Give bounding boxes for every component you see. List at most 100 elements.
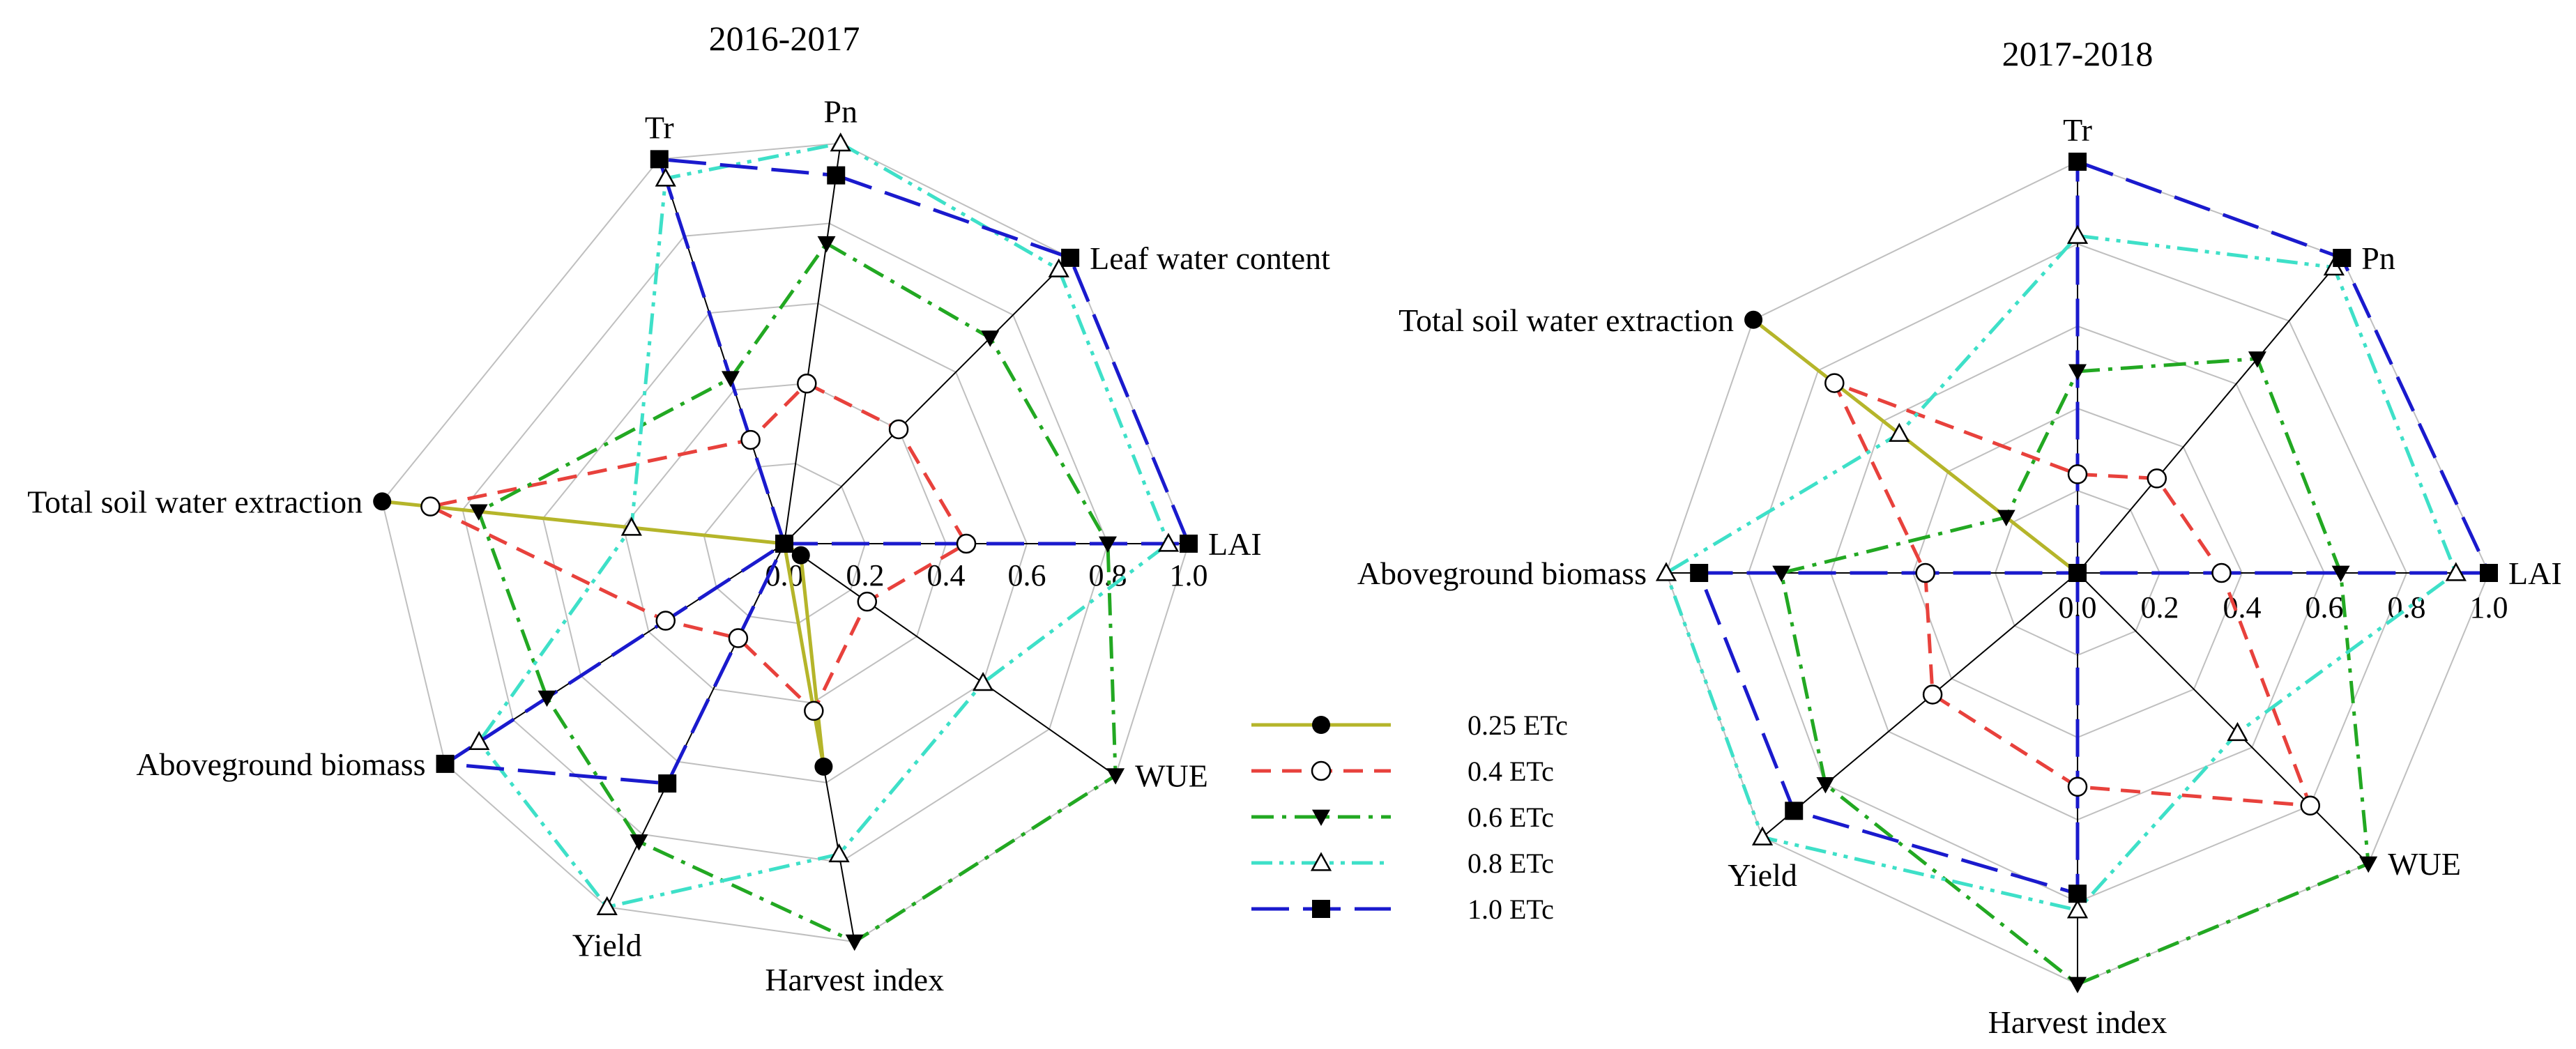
data-point-0-6-etc <box>2068 977 2087 993</box>
data-point-0-4-etc <box>740 429 761 450</box>
grid-ring <box>542 303 1028 783</box>
grid-ring <box>623 383 947 704</box>
series-line-0-8-etc <box>477 141 1171 909</box>
data-point-0-4-etc <box>1824 373 1845 393</box>
legend-label-0-6-etc: 0.6 ETc <box>1468 802 1554 833</box>
axis-spoke-wue <box>784 543 1116 776</box>
data-point-0-6-etc <box>1099 536 1117 553</box>
data-point-0-6-etc <box>2068 364 2087 381</box>
axis-label-pn: Pn <box>2361 240 2395 276</box>
series-line-0-25-etc <box>380 499 825 769</box>
data-point-0-8-etc <box>972 672 994 691</box>
axis-spoke-pn <box>2077 257 2343 574</box>
data-point-0-8-etc <box>620 516 642 536</box>
chart-title: 2017-2018 <box>2002 34 2154 73</box>
data-point-0-4-etc <box>2211 562 2232 583</box>
legend-label-1-0-etc: 1.0 ETc <box>1468 894 1554 925</box>
data-point-1-0-etc <box>2068 564 2087 582</box>
data-point-0-8-etc <box>2066 224 2089 244</box>
data-point-1-0-etc <box>1061 248 1080 267</box>
data-point-0-25-etc <box>814 757 833 776</box>
legend-label-0-25-etc: 0.25 ETc <box>1468 710 1568 741</box>
data-point-0-6-etc <box>538 690 556 707</box>
data-point-0-6-etc <box>1106 768 1125 785</box>
data-point-0-6-etc <box>630 834 648 851</box>
axis-label-harvest-index: Harvest index <box>1988 1004 2167 1040</box>
axis-label-yield: Yield <box>1728 857 1797 893</box>
data-point-0-8-etc <box>830 132 851 152</box>
axis-label-lai: LAI <box>1208 526 1262 562</box>
data-point-1-0-etc <box>2068 153 2087 171</box>
axis-label-pn: Pn <box>823 94 858 130</box>
data-point-0-6-etc <box>1816 776 1835 794</box>
axis-label-yield: Yield <box>572 927 642 963</box>
data-point-1-0-etc <box>775 535 793 553</box>
series-line-1-0-etc <box>443 157 1191 786</box>
data-point-0-8-etc <box>596 896 618 915</box>
radial-tick-label: 1.0 <box>1170 558 1208 592</box>
data-point-1-0-etc <box>827 166 846 185</box>
legend-label-0-8-etc: 0.8 ETc <box>1468 848 1554 879</box>
data-point-0-4-etc <box>956 533 977 554</box>
data-point-1-0-etc <box>436 754 455 773</box>
legend: 0.25 ETc 0.4 ETc 0.6 ETc 0.8 ETc 1.0 ETc <box>1251 710 1568 925</box>
data-point-0-4-etc <box>888 419 909 440</box>
grid-ring <box>703 463 867 625</box>
data-point-1-0-etc <box>1690 564 1709 582</box>
data-point-1-0-etc <box>658 774 677 793</box>
data-point-0-4-etc <box>1915 562 1935 583</box>
data-point-0-8-etc <box>1889 422 1910 442</box>
data-point-0-6-etc <box>721 371 740 388</box>
data-point-0-8-etc <box>1655 562 1677 581</box>
data-point-0-8-etc <box>655 167 676 187</box>
grid-ring <box>381 142 1190 943</box>
data-point-0-8-etc <box>1751 826 1774 845</box>
data-point-0-8-etc <box>828 843 850 863</box>
data-point-0-6-etc <box>981 330 1000 347</box>
data-point-0-8-etc <box>2066 899 2089 919</box>
data-point-0-25-etc <box>1744 310 1763 329</box>
legend-marker-0-8-etc <box>1310 852 1332 871</box>
series-line-0-25-etc <box>1751 318 2080 575</box>
data-point-0-8-etc <box>468 730 490 750</box>
data-point-0-4-etc <box>2300 795 2321 816</box>
axis-label-wue: WUE <box>2388 846 2461 882</box>
radial-tick-label: 0.0 <box>765 558 804 592</box>
data-point-0-6-etc <box>1772 565 1791 582</box>
data-point-1-0-etc <box>650 150 669 169</box>
data-point-0-4-etc <box>804 700 824 721</box>
axis-label-aboveground-biomass: Aboveground biomass <box>1357 556 1647 591</box>
data-point-0-4-etc <box>420 496 441 516</box>
radial-tick-label: 0.2 <box>2141 590 2179 625</box>
series-line-0-6-etc <box>477 241 1118 944</box>
axis-spoke-pn <box>784 143 841 544</box>
axis-label-aboveground-biomass: Aboveground biomass <box>136 746 425 782</box>
radial-tick-label: 0.6 <box>2306 590 2344 625</box>
data-point-0-4-etc <box>655 611 676 631</box>
axis-label-leaf-water-content: Leaf water content <box>1090 240 1330 276</box>
radial-tick-label: 1.0 <box>2470 590 2508 625</box>
data-point-0-4-etc <box>2147 468 2167 489</box>
data-point-0-6-etc <box>817 236 836 253</box>
data-point-0-8-etc <box>1157 533 1180 552</box>
data-point-0-8-etc <box>2227 721 2248 742</box>
axis-label-lai: LAI <box>2508 556 2562 591</box>
axis-label-total-soil-water-extraction: Total soil water extraction <box>27 484 363 519</box>
data-point-0-6-etc <box>469 504 488 521</box>
radial-tick-label: 0.2 <box>846 558 885 592</box>
axis-label-tr: Tr <box>645 109 674 145</box>
axis-spoke-leaf-water-content <box>784 257 1071 544</box>
data-point-0-25-etc <box>791 546 810 565</box>
data-point-0-4-etc <box>1922 684 1943 705</box>
axis-spoke-wue <box>2077 572 2369 864</box>
data-point-0-8-etc <box>2445 562 2467 581</box>
chart-title: 2016-2017 <box>709 19 860 58</box>
data-point-0-4-etc <box>728 628 749 648</box>
data-point-1-0-etc <box>2480 564 2498 582</box>
data-point-0-8-etc <box>1048 258 1069 277</box>
axis-label-total-soil-water-extraction: Total soil water extraction <box>1398 303 1734 338</box>
axis-label-wue: WUE <box>1135 758 1208 794</box>
grid-ring <box>462 222 1109 863</box>
